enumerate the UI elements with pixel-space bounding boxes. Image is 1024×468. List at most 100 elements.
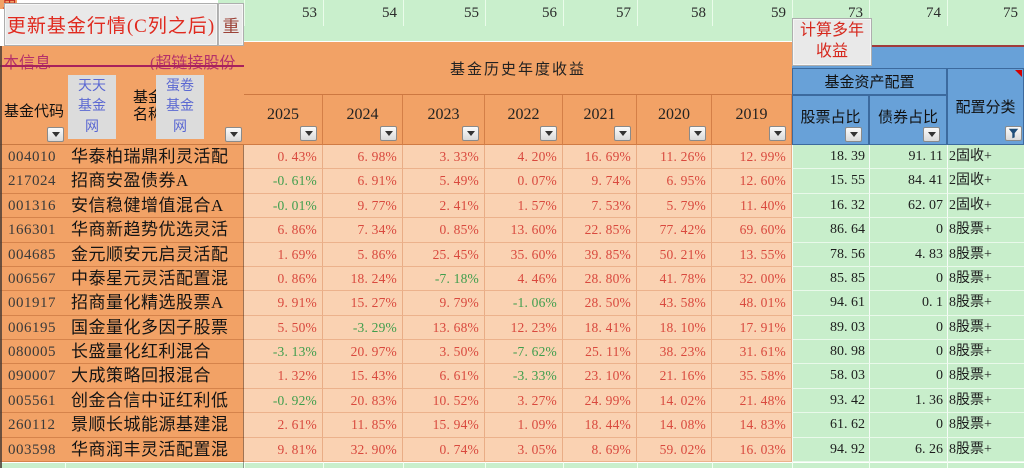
fund-name-cell[interactable]: 中泰星元灵活配置混	[65, 266, 244, 292]
bond-ratio-cell[interactable]: 0	[869, 413, 947, 438]
annual-return-cell[interactable]: 14. 02%	[637, 388, 712, 414]
annual-return-cell[interactable]: -0. 61%	[244, 169, 323, 194]
annual-return-cell[interactable]: 13. 60%	[485, 218, 563, 243]
category-cell[interactable]: 8股票+	[947, 315, 1024, 341]
annual-return-cell[interactable]: 43. 58%	[637, 291, 712, 316]
category-cell[interactable]: 8股票+	[947, 437, 1024, 462]
annual-return-cell[interactable]: 0. 07%	[485, 169, 563, 194]
stock-ratio-cell[interactable]: 85. 85	[792, 266, 869, 292]
annual-return-cell[interactable]: 3. 33%	[403, 145, 485, 170]
annual-return-cell[interactable]: 9. 81%	[244, 437, 323, 462]
annual-return-cell[interactable]: 0. 85%	[403, 218, 485, 243]
annual-return-cell[interactable]: 11. 85%	[323, 413, 403, 438]
name-column-header[interactable]: 基金名称	[133, 90, 164, 124]
fund-name-cell[interactable]: 华商润丰灵活配置混	[65, 437, 244, 462]
annual-return-cell[interactable]: 6. 91%	[323, 169, 403, 194]
annual-return-cell[interactable]: 15. 94%	[403, 413, 485, 438]
annual-return-cell[interactable]: 1. 32%	[244, 364, 323, 389]
column-number-header[interactable]: 59	[712, 0, 792, 26]
fund-code-cell[interactable]: 004010	[0, 145, 65, 170]
fund-code-cell[interactable]: 260112	[0, 413, 65, 438]
category-cell[interactable]: 8股票+	[947, 291, 1024, 316]
fund-name-cell[interactable]: 招商量化精选股票A	[65, 291, 244, 316]
annual-return-cell[interactable]: 32. 00%	[712, 266, 792, 292]
fund-code-cell[interactable]: 166301	[0, 218, 65, 243]
annual-return-cell[interactable]: 28. 50%	[563, 291, 637, 316]
stock-ratio-cell[interactable]: 86. 64	[792, 218, 869, 243]
column-number-header[interactable]: 73	[792, 0, 869, 26]
fund-name-cell[interactable]: 国金量化多因子股票	[65, 315, 244, 341]
year-filter-dropdown[interactable]	[614, 126, 631, 141]
annual-return-cell[interactable]: -0. 92%	[244, 388, 323, 414]
annual-return-cell[interactable]: 20. 97%	[323, 340, 403, 365]
annual-return-cell[interactable]: 35. 60%	[485, 242, 563, 267]
annual-return-cell[interactable]: 16. 69%	[563, 145, 637, 170]
year-filter-dropdown[interactable]	[380, 126, 397, 141]
year-filter-dropdown[interactable]	[462, 126, 479, 141]
fund-name-cell[interactable]: 大成策略回报混合	[65, 364, 244, 389]
category-cell[interactable]: 8股票+	[947, 218, 1024, 243]
annual-return-cell[interactable]: 14. 08%	[637, 413, 712, 438]
fund-code-cell[interactable]: 090007	[0, 364, 65, 389]
annual-return-cell[interactable]: 28. 80%	[563, 266, 637, 292]
bond-ratio-cell[interactable]: 4. 83	[869, 242, 947, 267]
annual-return-cell[interactable]: 13. 55%	[712, 242, 792, 267]
annual-return-cell[interactable]: -7. 62%	[485, 340, 563, 365]
bond-ratio-header[interactable]: 债券占比	[869, 95, 947, 145]
fund-name-cell[interactable]: 金元顺安元启灵活配	[65, 242, 244, 267]
fund-code-cell[interactable]: 217024	[0, 169, 65, 194]
annual-return-cell[interactable]: 35. 58%	[712, 364, 792, 389]
stock-ratio-cell[interactable]: 93. 42	[792, 388, 869, 414]
annual-return-cell[interactable]: 31. 61%	[712, 340, 792, 365]
category-cell[interactable]: 2固收+	[947, 145, 1024, 170]
partial-button[interactable]: 重	[218, 3, 244, 46]
year-filter-dropdown[interactable]	[689, 126, 706, 141]
annual-return-cell[interactable]: 15. 43%	[323, 364, 403, 389]
annual-return-cell[interactable]: 9. 77%	[323, 193, 403, 219]
annual-return-cell[interactable]: 25. 11%	[563, 340, 637, 365]
annual-return-cell[interactable]: 1. 69%	[244, 242, 323, 267]
year-column-header[interactable]: 2022	[485, 95, 563, 145]
column-number-header[interactable]: 57	[563, 0, 637, 26]
stock-filter-dropdown[interactable]	[845, 127, 862, 142]
bond-ratio-cell[interactable]: 0. 1	[869, 291, 947, 316]
annual-return-cell[interactable]: 6. 61%	[403, 364, 485, 389]
year-column-header[interactable]: 2024	[323, 95, 403, 145]
annual-return-cell[interactable]: 12. 99%	[712, 145, 792, 170]
annual-return-cell[interactable]: 1. 57%	[485, 193, 563, 219]
annual-return-cell[interactable]: 7. 34%	[323, 218, 403, 243]
annual-return-cell[interactable]: 3. 50%	[403, 340, 485, 365]
fund-code-cell[interactable]: 006567	[0, 266, 65, 292]
bond-ratio-cell[interactable]: 0	[869, 364, 947, 389]
annual-return-cell[interactable]: 18. 24%	[323, 266, 403, 292]
annual-return-cell[interactable]: 13. 68%	[403, 315, 485, 341]
annual-return-cell[interactable]: 38. 23%	[637, 340, 712, 365]
stock-ratio-cell[interactable]: 61. 62	[792, 413, 869, 438]
annual-return-cell[interactable]: -0. 01%	[244, 193, 323, 219]
year-filter-dropdown[interactable]	[540, 126, 557, 141]
year-filter-dropdown[interactable]	[300, 126, 317, 141]
category-cell[interactable]: 8股票+	[947, 364, 1024, 389]
annual-return-cell[interactable]: 23. 10%	[563, 364, 637, 389]
stock-ratio-cell[interactable]: 18. 39	[792, 145, 869, 170]
stock-ratio-cell[interactable]: 78. 56	[792, 242, 869, 267]
stock-ratio-cell[interactable]: 94. 92	[792, 437, 869, 462]
annual-return-cell[interactable]: 6. 98%	[323, 145, 403, 170]
stock-ratio-cell[interactable]: 94. 61	[792, 291, 869, 316]
annual-return-cell[interactable]: 24. 99%	[563, 388, 637, 414]
fund-code-cell[interactable]: 003598	[0, 437, 65, 462]
danjuan-fund-link[interactable]: 蛋卷基金网	[156, 75, 204, 139]
annual-return-cell[interactable]: 5. 50%	[244, 315, 323, 341]
annual-return-cell[interactable]: 11. 40%	[712, 193, 792, 219]
category-header[interactable]: 配置分类	[947, 68, 1024, 145]
category-cell[interactable]: 8股票+	[947, 266, 1024, 292]
stock-ratio-cell[interactable]: 16. 32	[792, 193, 869, 219]
annual-return-cell[interactable]: 18. 10%	[637, 315, 712, 341]
stock-ratio-cell[interactable]: 89. 03	[792, 315, 869, 341]
category-cell[interactable]: 8股票+	[947, 242, 1024, 267]
fund-code-cell[interactable]: 004685	[0, 242, 65, 267]
fund-code-cell[interactable]: 001917	[0, 291, 65, 316]
annual-return-cell[interactable]: 14. 83%	[712, 413, 792, 438]
bond-ratio-cell[interactable]: 0	[869, 218, 947, 243]
annual-return-cell[interactable]: 5. 86%	[323, 242, 403, 267]
